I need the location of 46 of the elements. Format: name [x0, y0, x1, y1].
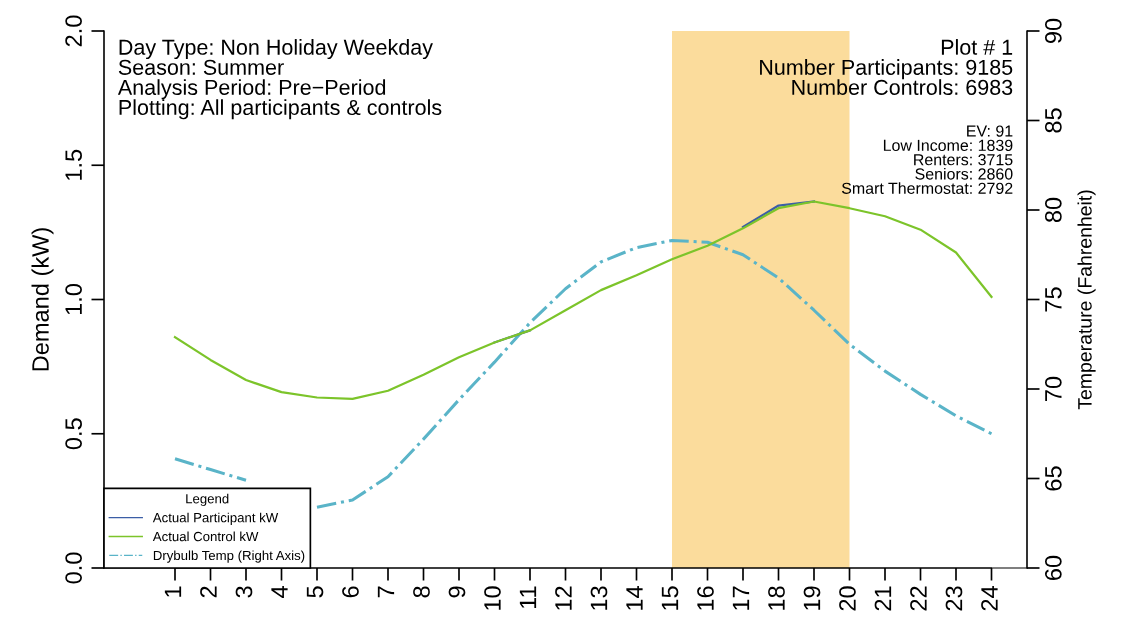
x-tick-label: 14 — [626, 586, 643, 610]
x-tick-label: 4 — [271, 586, 288, 598]
y2-axis-title: Temperature (Fahrenheit) — [1077, 190, 1096, 410]
y-tick-label: 1.5 — [65, 149, 82, 180]
x-tick-label: 13 — [590, 586, 608, 610]
x-tick-label: 24 — [981, 586, 998, 611]
y2-tick-label: 80 — [1044, 197, 1062, 223]
legend-label: Actual Participant kW — [152, 512, 279, 525]
x-tick-label: 18 — [768, 586, 785, 610]
x-tick-label: 7 — [377, 586, 395, 598]
y2-tick-label: 90 — [1044, 18, 1062, 44]
x-tick-label: 17 — [732, 586, 750, 610]
x-tick-label: 21 — [874, 586, 892, 611]
x-tick-label: 6 — [342, 586, 359, 598]
annotation: Plot # 1 Number Participants: 9185 Number Controls: 6983 — [760, 39, 1013, 95]
x-tick-label: 5 — [306, 586, 324, 598]
x-tick-label: 1 — [164, 586, 182, 597]
legend-label: Actual Control kW — [152, 531, 259, 542]
y2-tick-label: 60 — [1044, 555, 1062, 580]
x-tick-label: 2 — [200, 586, 217, 598]
x-tick-label: 8 — [413, 586, 430, 598]
y2-tick-label: 70 — [1044, 376, 1062, 401]
y2-tick-label: 85 — [1044, 108, 1062, 133]
annotation: EV: 91 Low Income: 1839 Renters: 3715 Seniors: 2860 Smart Thermostat: 2792 — [841, 125, 1013, 194]
x-tick-label: 11 — [519, 586, 537, 609]
x-tick-label: 3 — [235, 586, 253, 598]
y2-tick-label: 65 — [1044, 466, 1062, 491]
legend-title: Legend — [186, 493, 229, 507]
y2-tick-label: 75 — [1045, 287, 1062, 312]
x-tick-label: 19 — [803, 586, 821, 610]
legend-label: Drybulb Temp (Right Axis) — [153, 550, 305, 563]
x-tick-label: 10 — [484, 586, 501, 610]
x-tick-label: 16 — [697, 586, 714, 610]
line-series — [173, 200, 993, 400]
x-tick-label: 9 — [448, 586, 466, 598]
y-tick-label: 1.0 — [65, 284, 82, 315]
y-tick-label: 2.0 — [65, 15, 82, 47]
x-tick-label: 22 — [910, 586, 927, 611]
x-tick-label: 23 — [945, 586, 963, 611]
y-axis-title: Demand (kW) — [31, 228, 54, 371]
annotation: Day Type: Non Holiday Weekday Season: Summer Analysis Period: Pre−Period Plotting: All participants & controls — [117, 39, 442, 120]
x-tick-label: 20 — [839, 586, 856, 611]
y-tick-label: 0.5 — [65, 418, 82, 450]
x-tick-label: 12 — [555, 586, 572, 610]
y-tick-label: 0.0 — [65, 552, 82, 584]
x-tick-label: 15 — [661, 586, 679, 610]
